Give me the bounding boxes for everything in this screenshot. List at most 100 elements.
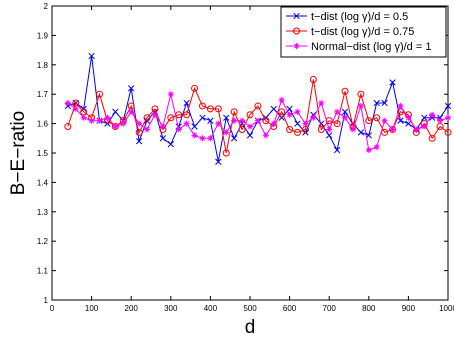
- series-3-point: [437, 117, 444, 124]
- series-1-point: [389, 79, 396, 86]
- series-3-point: [112, 123, 119, 130]
- series-3-point: [389, 126, 396, 133]
- series-2: [64, 76, 452, 157]
- series-1-point: [246, 132, 254, 139]
- series-3-point: [120, 120, 127, 127]
- series-3-point: [191, 132, 198, 139]
- series-3-point: [64, 100, 71, 107]
- series-1-point: [128, 85, 135, 92]
- legend-swatch-marker: [293, 27, 300, 35]
- series-3-point: [239, 117, 246, 124]
- series-3-point: [144, 126, 151, 133]
- legend-swatch-marker: [293, 43, 300, 49]
- series-layer: [64, 52, 452, 165]
- x-tick-label: 700: [323, 304, 337, 313]
- series-1-point: [199, 114, 206, 121]
- y-tick-label: 1.5: [37, 149, 49, 158]
- series-3-point: [72, 105, 79, 112]
- series-3-point: [421, 123, 428, 130]
- legend-item-3: Normal−dist (log γ)/d = 1: [286, 41, 431, 53]
- series-2-point: [191, 84, 199, 92]
- series-3-point: [231, 117, 238, 124]
- x-tick-label: 0: [50, 304, 55, 313]
- series-3-point: [326, 126, 333, 133]
- series-3-point: [349, 126, 356, 133]
- series-1-point: [88, 52, 95, 60]
- series-3-point: [183, 120, 190, 127]
- series-2-line: [67, 79, 449, 154]
- x-tick-label: 900: [402, 304, 416, 313]
- series-3-point: [397, 102, 404, 109]
- series-1-point: [381, 99, 388, 107]
- series-3-point: [286, 111, 293, 118]
- series-3-point: [207, 135, 214, 142]
- series-2-point: [317, 125, 325, 133]
- series-2-point: [183, 111, 191, 119]
- y-tick-label: 1.6: [37, 120, 49, 129]
- x-tick-label: 200: [125, 304, 139, 313]
- x-tick-label: 600: [283, 304, 297, 313]
- legend-item-1: t−dist (log γ)/d = 0.5: [286, 11, 408, 23]
- series-2-point: [206, 105, 214, 113]
- series-3-point: [445, 114, 451, 121]
- series-1-point: [231, 135, 238, 142]
- series-3-point: [365, 147, 372, 154]
- series-1-point: [373, 99, 380, 107]
- series-3: [64, 91, 451, 154]
- series-1-point: [318, 120, 325, 127]
- series-3-point: [215, 120, 222, 127]
- legend-box: [280, 6, 447, 58]
- series-2-point: [96, 90, 104, 98]
- series-1-point: [215, 158, 222, 165]
- series-3-point: [302, 120, 309, 127]
- series-2-point: [262, 117, 270, 125]
- y-tick-label: 1.2: [37, 237, 49, 246]
- x-tick-label: 300: [164, 304, 178, 313]
- series-2-point: [64, 123, 72, 131]
- series-2-point: [230, 108, 238, 116]
- y-axis-label: B−E−ratio: [8, 111, 29, 196]
- series-1-point: [270, 105, 277, 113]
- series-1-point: [294, 120, 301, 127]
- series-3-point: [429, 111, 436, 118]
- series-1-point: [397, 117, 404, 124]
- x-tick-label: 800: [362, 304, 376, 313]
- series-3-point: [80, 114, 87, 121]
- series-1-point: [135, 138, 143, 145]
- y-tick-label: 1.1: [37, 267, 49, 276]
- series-2-point: [341, 87, 349, 95]
- series-2-point: [167, 114, 175, 122]
- series-1-point: [112, 108, 119, 115]
- series-3-point: [405, 114, 412, 121]
- series-1-point: [444, 102, 452, 110]
- series-1-point: [159, 135, 167, 142]
- series-3-point: [270, 120, 277, 127]
- series-2-point: [381, 128, 389, 136]
- series-2-point: [143, 114, 151, 122]
- series-2-point: [135, 128, 143, 136]
- series-1-point: [207, 117, 214, 124]
- ticks: 0 100 200 300 400 500 600 700 800 900 1000 1 1.1 1.2 1…: [37, 2, 454, 313]
- series-2-point: [333, 120, 341, 128]
- series-3-point: [151, 111, 158, 118]
- series-3-point: [254, 117, 261, 124]
- series-3-point: [318, 100, 325, 107]
- y-tick-label: 2: [44, 2, 49, 11]
- series-1-point: [326, 132, 333, 139]
- series-3-point: [381, 117, 388, 124]
- series-3-point: [247, 123, 253, 130]
- series-1-point: [333, 146, 341, 154]
- series-3-point: [96, 117, 103, 124]
- series-2-point: [373, 114, 381, 122]
- series-3-point: [175, 126, 182, 133]
- series-3-point: [278, 97, 285, 104]
- series-1-point: [167, 141, 174, 148]
- series-3-point: [199, 135, 206, 142]
- series-3-point: [262, 132, 269, 139]
- legend-label: Normal−dist (log γ)/d = 1: [311, 41, 431, 53]
- series-3-point: [357, 102, 364, 109]
- series-2-point: [238, 125, 246, 133]
- series-2-point: [222, 149, 230, 157]
- series-2-point: [294, 128, 302, 136]
